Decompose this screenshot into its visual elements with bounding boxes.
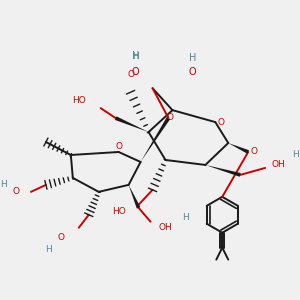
Text: OH: OH: [159, 223, 172, 232]
Text: H: H: [132, 52, 139, 61]
Text: O: O: [167, 112, 174, 122]
Text: H: H: [46, 245, 52, 254]
Polygon shape: [228, 143, 249, 154]
Polygon shape: [205, 165, 241, 177]
Text: O: O: [13, 187, 20, 196]
Text: O: O: [115, 142, 122, 151]
Text: HO: HO: [72, 96, 86, 105]
Text: HO: HO: [112, 207, 125, 216]
Polygon shape: [129, 185, 140, 208]
Polygon shape: [115, 116, 148, 132]
Text: H: H: [132, 51, 139, 61]
Text: H: H: [0, 180, 7, 189]
Text: O: O: [189, 67, 196, 77]
Text: O: O: [218, 118, 225, 127]
Polygon shape: [141, 117, 170, 162]
Text: O: O: [250, 148, 257, 157]
Text: H: H: [182, 213, 189, 222]
Text: O: O: [57, 233, 64, 242]
Text: O: O: [127, 70, 134, 79]
Text: OH: OH: [271, 160, 285, 169]
Text: H: H: [292, 151, 298, 160]
Text: H: H: [189, 53, 196, 63]
Text: O: O: [132, 67, 140, 77]
